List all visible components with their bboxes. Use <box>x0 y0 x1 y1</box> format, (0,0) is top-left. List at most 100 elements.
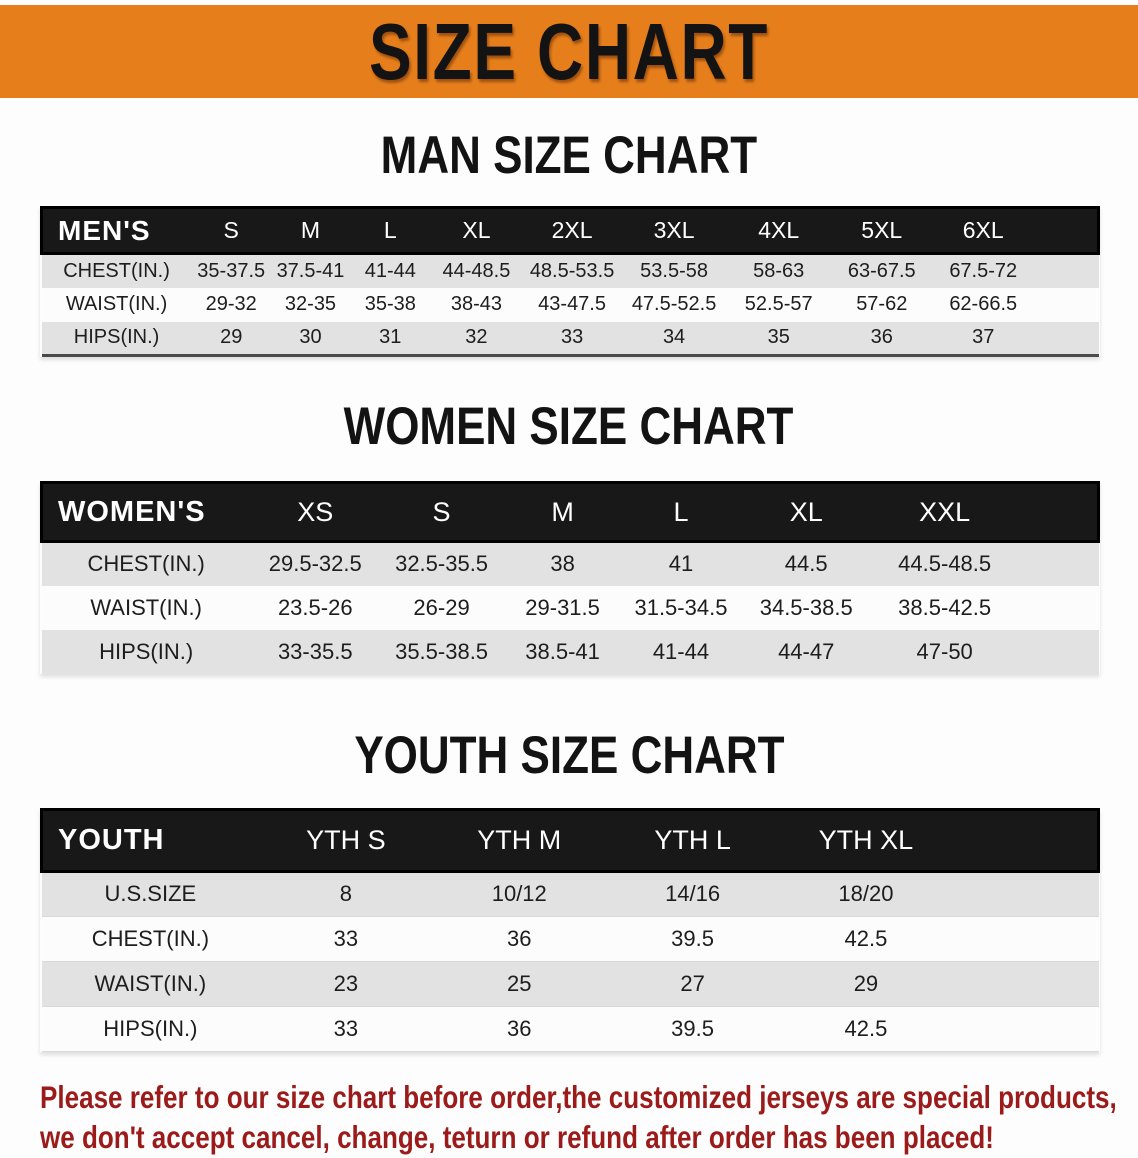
men-header-filler <box>1033 206 1100 255</box>
size-cell: 63-67.5 <box>847 259 916 282</box>
men-col-header: 4XL <box>726 206 832 255</box>
women-col-header: XXL <box>872 481 1018 543</box>
youth-header-row: YOUTH YTH S YTH M YTH L YTH XL <box>40 807 1100 873</box>
men-section-heading: MAN SIZE CHART <box>0 125 1138 185</box>
row-label: HIPS(IN.) <box>73 326 160 349</box>
men-col-header: 5XL <box>831 206 933 255</box>
men-header-row: MEN'S S M L XL 2XL 3XL 4XL 5XL 6XL <box>39 206 1100 255</box>
size-cell: 36 <box>870 326 893 349</box>
men-col-header: 3XL <box>621 206 727 255</box>
men-col-header: 2XL <box>522 206 622 255</box>
men-col-header: L <box>350 206 431 255</box>
size-cell: 18/20 <box>838 881 894 906</box>
size-cell: 36 <box>507 925 532 951</box>
size-cell: 39.5 <box>671 925 714 951</box>
row-label: WAIST(IN.) <box>90 594 202 620</box>
size-cell: 47.5-52.5 <box>631 293 717 315</box>
size-cell: 38.5-42.5 <box>898 594 992 620</box>
row-label: CHEST(IN.) <box>91 925 210 951</box>
size-cell: 35-38 <box>364 293 416 315</box>
size-cell: 23.5-26 <box>277 594 353 620</box>
size-cell: 36 <box>507 1015 532 1041</box>
youth-header-filler <box>952 807 1100 873</box>
women-header-label: WOMEN'S <box>39 481 251 543</box>
size-cell: 37.5-41 <box>276 259 345 282</box>
size-cell: 35.5-38.5 <box>395 638 489 664</box>
women-header-filler <box>1017 481 1101 543</box>
youth-col-header: YTH XL <box>779 807 953 873</box>
row-label: CHEST(IN.) <box>63 259 170 282</box>
size-cell-filler <box>1034 288 1099 322</box>
size-cell: 33-35.5 <box>277 638 353 664</box>
size-cell: 8 <box>339 881 353 906</box>
size-cell: 53.5-58 <box>640 259 708 282</box>
women-col-header: XL <box>740 481 873 543</box>
table-row: WAIST(IN.) 29-32 32-35 35-38 38-43 43-47… <box>41 287 1099 322</box>
size-cell: 42.5 <box>844 925 888 951</box>
row-label: HIPS(IN.) <box>99 638 194 664</box>
size-cell: 43-47.5 <box>538 293 606 315</box>
size-cell: 29 <box>220 326 243 349</box>
youth-col-header: YTH L <box>605 807 780 873</box>
size-cell: 44.5-48.5 <box>898 551 992 577</box>
size-cell: 30 <box>299 326 322 349</box>
size-cell-filler <box>1017 542 1098 586</box>
size-cell: 37 <box>972 326 995 349</box>
size-cell: 57-62 <box>856 293 908 315</box>
size-chart-banner: SIZE CHART <box>0 5 1138 98</box>
size-cell: 44-48.5 <box>442 259 511 282</box>
women-col-header: M <box>503 481 622 543</box>
size-cell-filler <box>953 916 1099 961</box>
size-cell-filler <box>1034 322 1099 356</box>
youth-section-heading: YOUTH SIZE CHART <box>0 725 1138 784</box>
men-heading-text: MAN SIZE CHART <box>380 125 758 185</box>
table-row: HIPS(IN.) 29 30 31 32 33 34 35 36 37 <box>41 321 1099 356</box>
youth-col-header: YTH M <box>432 807 606 873</box>
men-size-table: MEN'S S M L XL 2XL 3XL 4XL 5XL 6XL CHEST… <box>39 206 1100 357</box>
size-cell: 38 <box>550 551 575 577</box>
men-col-header: XL <box>430 206 523 255</box>
size-cell: 29.5-32.5 <box>268 551 362 577</box>
size-cell: 41-44 <box>652 638 710 664</box>
size-cell: 23 <box>333 970 359 996</box>
table-row: WAIST(IN.) 23 25 27 29 <box>41 961 1099 1006</box>
size-cell: 29-31.5 <box>525 594 600 620</box>
youth-heading-text: YOUTH SIZE CHART <box>353 725 785 784</box>
size-cell: 41 <box>668 551 694 577</box>
size-cell: 29 <box>853 970 879 996</box>
women-col-header: L <box>621 481 741 543</box>
women-heading-text: WOMEN SIZE CHART <box>344 396 794 456</box>
size-cell-filler <box>953 1006 1099 1051</box>
disclaimer: Please refer to our size chart before or… <box>40 1078 1138 1158</box>
disclaimer-line-1: Please refer to our size chart before or… <box>40 1079 1117 1115</box>
size-cell: 29-32 <box>205 293 257 315</box>
women-size-table: WOMEN'S XS S M L XL XXL CHEST(IN.) 29.5-… <box>39 481 1101 674</box>
size-cell: 10/12 <box>491 881 547 906</box>
men-col-header: 6XL <box>932 206 1034 255</box>
table-row: U.S.SIZE 8 10/12 14/16 18/20 <box>41 871 1099 916</box>
size-cell-filler <box>953 961 1099 1006</box>
youth-header-label: YOUTH <box>40 807 260 873</box>
size-cell-filler <box>1034 254 1099 288</box>
row-label: WAIST(IN.) <box>94 970 207 996</box>
size-cell: 47-50 <box>916 638 973 664</box>
size-cell: 34 <box>662 326 686 349</box>
banner-title: SIZE CHART <box>369 6 769 96</box>
table-row: CHEST(IN.) 33 36 39.5 42.5 <box>41 916 1099 961</box>
size-cell: 52.5-57 <box>744 293 813 315</box>
size-cell: 44.5 <box>784 551 828 577</box>
women-col-header: XS <box>250 481 380 543</box>
row-label: WAIST(IN.) <box>65 293 168 315</box>
size-cell: 48.5-53.5 <box>529 259 615 282</box>
row-label: HIPS(IN.) <box>103 1015 198 1041</box>
table-row: WAIST(IN.) 23.5-26 26-29 29-31.5 31.5-34… <box>41 585 1099 630</box>
size-cell: 39.5 <box>671 1015 714 1041</box>
size-cell: 25 <box>507 970 532 996</box>
size-cell: 32 <box>465 326 488 349</box>
women-section-heading: WOMEN SIZE CHART <box>0 396 1138 456</box>
table-row: CHEST(IN.) 29.5-32.5 32.5-35.5 38 41 44.… <box>41 541 1099 586</box>
women-header-row: WOMEN'S XS S M L XL XXL <box>39 481 1101 543</box>
men-col-header: M <box>270 206 351 255</box>
size-cell: 33 <box>333 1015 359 1041</box>
size-cell: 35-37.5 <box>197 259 266 282</box>
